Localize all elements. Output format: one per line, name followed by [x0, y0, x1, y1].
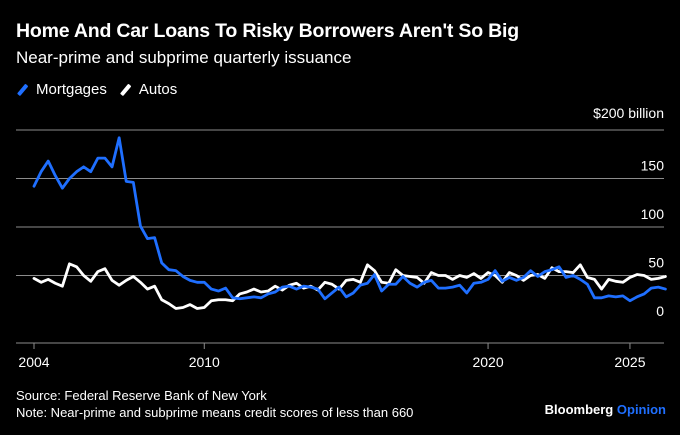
chart-title: Home And Car Loans To Risky Borrowers Ar…	[16, 20, 519, 42]
x-tick-label-2025: 2025	[614, 354, 645, 370]
footer-source: Source: Federal Reserve Bank of New York	[16, 388, 267, 403]
y-tick-label-150: 150	[641, 158, 665, 174]
series-line-mortgages	[32, 136, 667, 303]
x-tick-label-2004: 2004	[18, 354, 49, 370]
y-tick-label-200: $200 billion	[593, 105, 664, 121]
y-tick-label-50: 50	[648, 255, 664, 271]
legend-item-autos: Autos	[119, 81, 177, 98]
brand-suffix: Opinion	[616, 402, 666, 417]
y-tick-label-0: 0	[656, 303, 664, 319]
legend-item-mortgages: Mortgages	[16, 81, 107, 98]
brand-logo: Bloomberg Opinion	[545, 402, 666, 417]
x-tick-label-2010: 2010	[189, 354, 220, 370]
legend-label-mortgages: Mortgages	[36, 81, 107, 98]
y-tick-label-100: 100	[641, 206, 665, 222]
footer-note: Note: Near-prime and subprime means cred…	[16, 405, 414, 420]
legend-label-autos: Autos	[138, 81, 178, 98]
x-tick-label-2020: 2020	[472, 354, 503, 370]
brand-name: Bloomberg	[544, 402, 614, 417]
series-line-autos	[32, 262, 667, 310]
chart-subtitle: Near-prime and subprime quarterly issuan…	[16, 48, 352, 67]
chart-legend: Mortgages Autos	[16, 81, 189, 98]
